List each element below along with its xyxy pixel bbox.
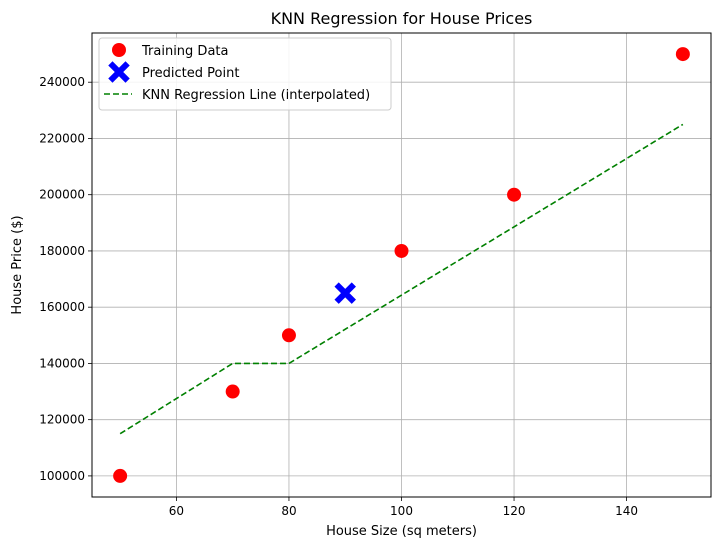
point-training-data-80 — [282, 328, 296, 342]
y-tick-label-220000: 220000 — [39, 131, 85, 145]
point-training-data-70 — [226, 385, 240, 399]
point-training-data-120 — [507, 188, 521, 202]
y-tick-label-200000: 200000 — [39, 188, 85, 202]
legend-label-regression-line: KNN Regression Line (interpolated) — [142, 88, 370, 103]
y-tick-label-120000: 120000 — [39, 413, 85, 427]
legend-label-training-data: Training Data — [141, 44, 228, 59]
y-tick-label-100000: 100000 — [39, 469, 85, 483]
y-tick-label-180000: 180000 — [39, 244, 85, 258]
x-tick-label-60: 60 — [169, 504, 184, 518]
legend-swatch-training-data — [112, 43, 126, 57]
legend-label-predicted-point: Predicted Point — [142, 66, 239, 81]
x-tick-label-140: 140 — [615, 504, 638, 518]
chart-title: KNN Regression for House Prices — [271, 9, 533, 28]
legend-entry-regression-line: KNN Regression Line (interpolated) — [104, 88, 370, 103]
point-training-data-100 — [395, 244, 409, 258]
x-tick-label-80: 80 — [281, 504, 296, 518]
y-tick-label-160000: 160000 — [39, 300, 85, 314]
y-tick-label-140000: 140000 — [39, 356, 85, 370]
legend: Training Data Predicted Point KNN Regres… — [99, 38, 391, 110]
x-tick-label-120: 120 — [503, 504, 526, 518]
point-training-data-150 — [676, 47, 690, 61]
x-axis-label: House Size (sq meters) — [326, 524, 477, 539]
y-tick-label-240000: 240000 — [39, 75, 85, 89]
point-training-data-50 — [113, 469, 127, 483]
y-axis-label: House Price ($) — [10, 215, 25, 314]
x-tick-label-100: 100 — [390, 504, 413, 518]
